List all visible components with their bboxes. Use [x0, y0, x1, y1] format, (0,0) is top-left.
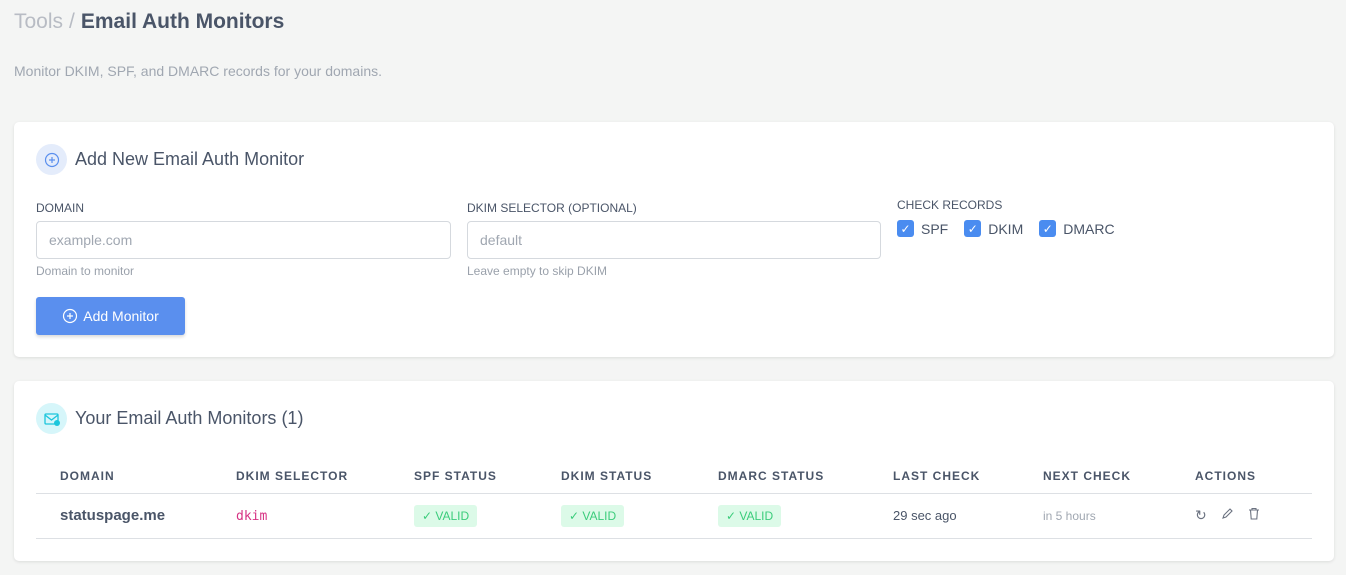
add-monitor-button[interactable]: Add Monitor: [36, 297, 185, 335]
domain-label: DOMAIN: [36, 201, 84, 215]
table-row: statuspage.me dkim ✓ VALID ✓ VALID ✓ VAL…: [36, 493, 1312, 539]
check-icon[interactable]: ✓: [1039, 220, 1057, 237]
domain-input[interactable]: [36, 221, 451, 259]
card-header: Add New Email Auth Monitor: [36, 144, 304, 175]
card-title: Add New Email Auth Monitor: [75, 149, 305, 169]
button-label: Add Monitor: [83, 308, 159, 324]
dmarc-status-badge: ✓ VALID: [718, 505, 782, 527]
add-monitor-card: Add New Email Auth Monitor DOMAIN Domain…: [14, 122, 1334, 357]
domain-hint: Domain to monitor: [36, 264, 135, 278]
page-subtitle: Monitor DKIM, SPF, and DMARC records for…: [14, 63, 383, 79]
selector-cell: dkim: [236, 508, 268, 524]
card-header: Your Email Auth Monitors (1): [36, 403, 303, 434]
trash-icon[interactable]: [1248, 507, 1260, 524]
col-dkim-selector: DKIM SELECTOR: [212, 459, 390, 494]
checkbox-dkim[interactable]: ✓ DKIM: [964, 220, 1023, 237]
col-next-check: NEXT CHECK: [1019, 459, 1171, 494]
domain-cell: statuspage.me: [60, 507, 166, 524]
monitors-table: DOMAIN DKIM SELECTOR SPF STATUS DKIM STA…: [36, 459, 1312, 539]
col-spf-status: SPF STATUS: [390, 459, 537, 494]
col-dmarc-status: DMARC STATUS: [694, 459, 869, 494]
spf-status-badge: ✓ VALID: [414, 505, 478, 527]
next-check-cell: in 5 hours: [1043, 509, 1096, 523]
breadcrumb: Tools / Email Auth Monitors: [14, 10, 284, 34]
checkbox-label: SPF: [921, 220, 949, 237]
last-check-cell: 29 sec ago: [869, 493, 1019, 539]
mail-check-icon: [36, 403, 67, 434]
plus-circle-icon: [63, 308, 78, 324]
monitors-list-card: Your Email Auth Monitors (1) DOMAIN DKIM…: [14, 381, 1334, 561]
refresh-icon[interactable]: ↻: [1195, 507, 1207, 523]
breadcrumb-parent[interactable]: Tools: [14, 10, 64, 33]
page-title: Email Auth Monitors: [80, 10, 285, 33]
plus-circle-icon: [36, 144, 67, 175]
col-actions: ACTIONS: [1171, 459, 1312, 494]
checkbox-dmarc[interactable]: ✓ DMARC: [1039, 220, 1115, 237]
breadcrumb-separator: /: [69, 10, 75, 33]
col-last-check: LAST CHECK: [869, 459, 1019, 494]
check-records-label: CHECK RECORDS: [897, 198, 1003, 212]
checkbox-spf[interactable]: ✓ SPF: [897, 220, 948, 237]
selector-hint: Leave empty to skip DKIM: [467, 264, 608, 278]
card-title: Your Email Auth Monitors (1): [75, 408, 304, 428]
edit-icon[interactable]: [1221, 507, 1234, 524]
checkbox-label: DKIM: [988, 220, 1024, 237]
checkbox-label: DMARC: [1063, 220, 1115, 237]
selector-label: DKIM SELECTOR (OPTIONAL): [467, 201, 637, 215]
dkim-status-badge: ✓ VALID: [561, 505, 625, 527]
col-domain: DOMAIN: [36, 459, 212, 494]
check-icon[interactable]: ✓: [897, 220, 914, 237]
check-icon[interactable]: ✓: [964, 220, 982, 237]
col-dkim-status: DKIM STATUS: [537, 459, 694, 494]
dkim-selector-input[interactable]: [467, 221, 881, 259]
